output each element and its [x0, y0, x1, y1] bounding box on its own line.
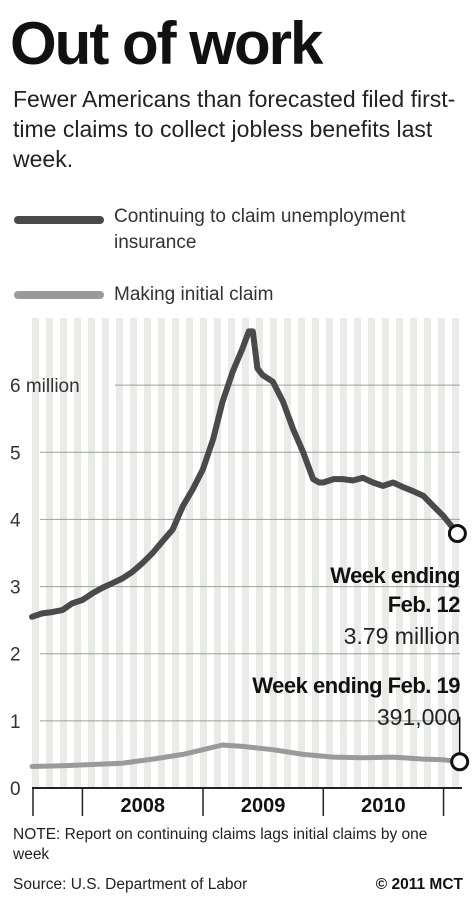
- legend-label-continuing: Continuing to claim unemployment insuran…: [114, 206, 406, 253]
- bg-stripe: [256, 318, 263, 788]
- y-tick-label: 1: [10, 712, 21, 733]
- plot-background-stripes: [32, 318, 459, 788]
- y-tick-label: 2: [10, 645, 21, 666]
- x-tick-label: 2009: [241, 795, 286, 817]
- bg-stripe: [312, 318, 319, 788]
- bg-stripe: [326, 318, 333, 788]
- legend-initial: Making initial claim: [14, 282, 454, 310]
- bg-stripe: [144, 318, 151, 788]
- chart-subtitle: Fewer Americans than forecasted filed fi…: [13, 86, 456, 172]
- series-line-initial: [29, 742, 463, 769]
- bg-stripe: [298, 318, 305, 788]
- endpoint-marker-continuing: [447, 524, 467, 544]
- y-axis-ticks: 0 1 2 3 4 5 6 million: [10, 376, 80, 800]
- bg-stripe: [368, 318, 375, 788]
- annotation-initial-value: 391,000: [377, 704, 460, 730]
- bg-stripe: [424, 318, 431, 788]
- bg-stripe: [186, 318, 193, 788]
- bg-stripe: [130, 318, 137, 788]
- bg-stripe: [214, 318, 221, 788]
- bg-stripe: [74, 318, 81, 788]
- bg-stripe: [354, 318, 361, 788]
- annotations: Week ending Feb. 12 3.79 million Week endin…: [252, 524, 470, 772]
- bg-stripe: [88, 318, 95, 788]
- bg-stripe: [410, 318, 417, 788]
- annotation-continuing-label-1: Week ending: [330, 563, 460, 588]
- series-lines: [29, 328, 463, 769]
- y-tick-label: 5: [10, 443, 21, 464]
- chart-title: Out of work: [10, 10, 323, 77]
- y-tick-label: 4: [10, 510, 21, 531]
- bg-stripe: [396, 318, 403, 788]
- legend-label-initial: Making initial claim: [114, 284, 274, 305]
- annotation-continuing-value: 3.79 million: [344, 623, 460, 649]
- credit-line: © 2011 MCT: [375, 876, 463, 893]
- x-axis: 2008 2009 2010: [32, 787, 462, 817]
- y-tick-label: 6 million: [10, 376, 80, 397]
- y-tick-label: 0: [10, 779, 21, 800]
- source-line: Source: U.S. Department of Labor: [13, 876, 248, 893]
- bg-stripe: [340, 318, 347, 788]
- bg-stripe: [200, 318, 207, 788]
- bg-stripe: [438, 318, 445, 788]
- annotation-continuing-label-2: Feb. 12: [388, 592, 461, 617]
- bg-stripe: [158, 318, 165, 788]
- bg-stripe: [242, 318, 249, 788]
- bg-stripe: [32, 318, 39, 788]
- series-line-continuing: [29, 328, 461, 620]
- bg-stripe: [228, 318, 235, 788]
- bg-stripe: [382, 318, 389, 788]
- y-tick-label: 3: [10, 578, 21, 599]
- bg-stripe: [116, 318, 123, 788]
- bg-stripe: [452, 318, 459, 788]
- bg-stripe: [270, 318, 277, 788]
- bg-stripe: [172, 318, 179, 788]
- x-tick-label: 2008: [120, 795, 165, 817]
- bg-stripe: [284, 318, 291, 788]
- legend-swatch-continuing: [14, 216, 104, 224]
- endpoint-marker-initial: [450, 752, 470, 772]
- annotation-initial-label: Week ending Feb. 19: [252, 673, 460, 698]
- x-tick-label: 2010: [361, 795, 406, 817]
- bg-stripe: [46, 318, 53, 788]
- legend-swatch-initial: [14, 291, 104, 299]
- bg-stripe: [102, 318, 109, 788]
- legend-continuing: Continuing to claim unemployment insuran…: [14, 204, 454, 260]
- footnote: NOTE: Report on continuing claims lags i…: [13, 826, 428, 863]
- bg-stripe: [60, 318, 67, 788]
